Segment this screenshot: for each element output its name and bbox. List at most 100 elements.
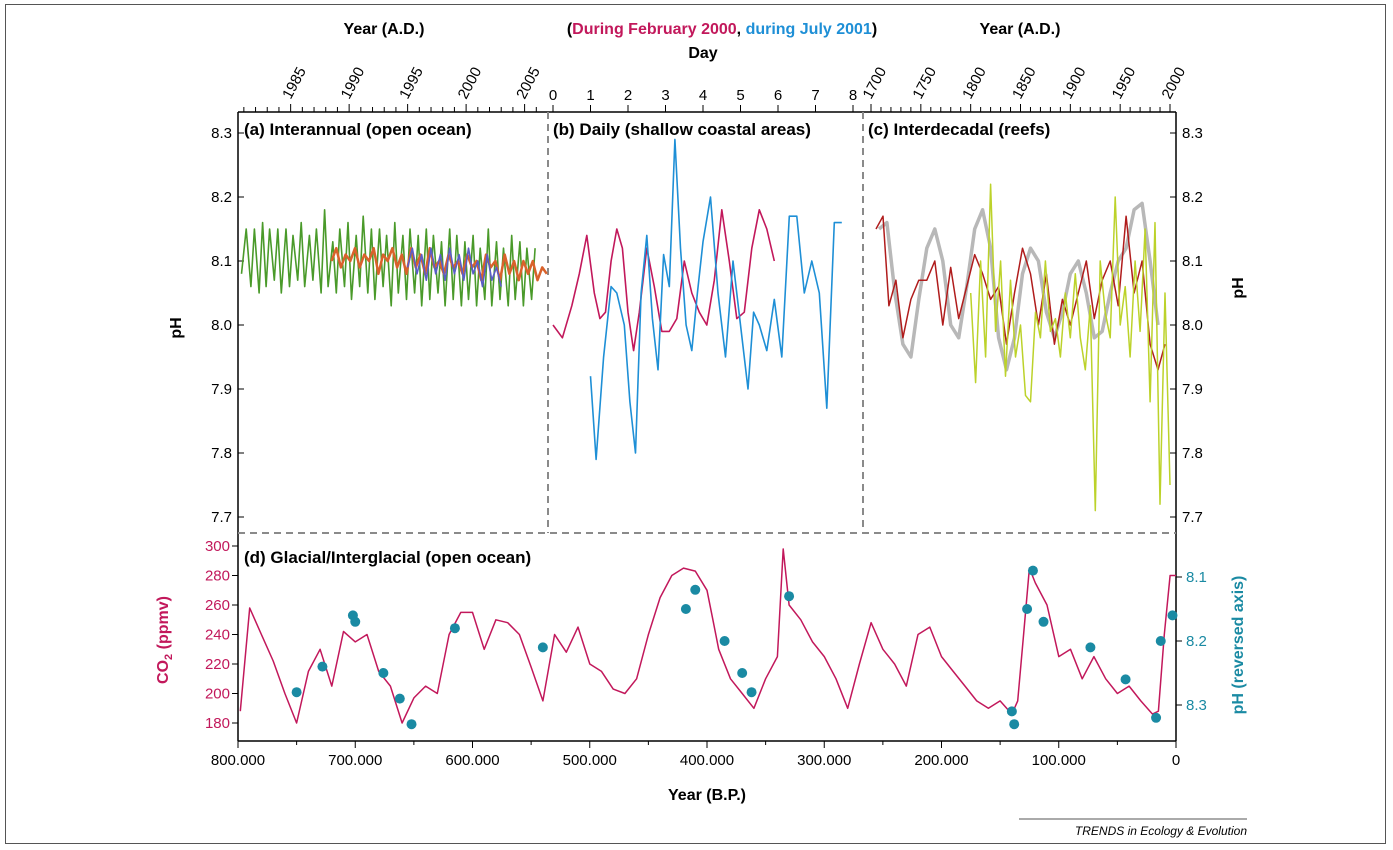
day-tick-label: 3 <box>661 87 669 104</box>
ph-point <box>1120 674 1131 685</box>
ph-point <box>1085 642 1096 653</box>
year-bp-tick-label: 600.000 <box>445 752 499 769</box>
day-tick-label: 4 <box>699 87 707 104</box>
ph-right-tick-label: 7.7 <box>1182 509 1203 526</box>
ph-point <box>406 719 417 730</box>
day-tick-label: 1 <box>586 87 594 104</box>
panel-b-series-magenta <box>552 209 776 352</box>
year-c-tick-label: 1900 <box>1059 64 1090 101</box>
series-legend-title: (During February 2000, during July 2001) <box>567 21 877 38</box>
ph-rev-tick-label: 8.2 <box>1186 633 1207 650</box>
ph-point <box>719 636 730 646</box>
day-tick-label: 7 <box>811 87 819 104</box>
day-axis-title: Day <box>688 45 717 62</box>
year-ad-right-title: Year (A.D.) <box>980 21 1061 38</box>
year-bp-tick-label: 200.000 <box>914 752 968 769</box>
ph-reversed-axis-title: pH (reversed axis) <box>1230 576 1247 715</box>
ph-point <box>1151 712 1162 723</box>
ph-point <box>746 687 757 698</box>
ph-point <box>690 584 701 595</box>
ph-left-tick-label: 7.9 <box>211 381 232 398</box>
panel-b-series-blue <box>589 138 842 461</box>
ph-left-tick-label: 7.8 <box>211 445 232 462</box>
panel-c-title: (c) Interdecadal (reefs) <box>868 120 1050 139</box>
year-bp-tick-label: 100.000 <box>1032 752 1086 769</box>
plots-layer: 8.3 8.3 8.2 8.2 8.1 8.1 8.0 8.0 7.9 7.9 7.8 7.8 7.7 7… <box>205 64 1207 769</box>
year-a-tick-label: 1985 <box>279 64 310 101</box>
year-c-tick-label: 1850 <box>1009 64 1040 101</box>
ph-point <box>350 616 361 627</box>
panel-c-series-darkred <box>875 215 1166 371</box>
ph-point <box>1038 616 1049 627</box>
ph-point <box>378 668 389 678</box>
panel-d-title: (d) Glacial/Interglacial (open ocean) <box>244 548 531 567</box>
year-bp-tick-label: 400.000 <box>680 752 734 769</box>
co2-tick-label: 260 <box>205 597 230 614</box>
ph-point <box>1027 565 1038 576</box>
ph-right-tick-label: 8.1 <box>1182 253 1203 270</box>
ph-right-tick-label: 7.8 <box>1182 445 1203 462</box>
co2-tick-label: 240 <box>205 627 230 644</box>
year-bp-tick-label: 800.000 <box>211 752 265 769</box>
co2-tick-label: 280 <box>205 568 230 585</box>
legend-paren-open: ( <box>567 21 573 38</box>
ph-rev-tick-label: 8.1 <box>1186 569 1207 586</box>
ph-point <box>317 661 328 672</box>
day-tick-label: 2 <box>624 87 632 104</box>
panel-a-title: (a) Interannual (open ocean) <box>244 120 472 139</box>
year-ad-left-title: Year (A.D.) <box>344 21 425 38</box>
figure-frame <box>5 4 1386 844</box>
day-tick-label: 6 <box>774 87 782 104</box>
ph-left-tick-label: 8.0 <box>211 317 232 334</box>
day-tick-label: 8 <box>849 87 857 104</box>
day-tick-label: 5 <box>736 87 744 104</box>
co2-tick-label: 300 <box>205 538 230 555</box>
ph-rev-tick-label: 8.3 <box>1186 697 1207 714</box>
year-c-tick-label: 1700 <box>860 64 891 101</box>
ph-point <box>680 604 691 614</box>
ph-point <box>449 623 460 634</box>
ph-point <box>737 668 748 678</box>
ph-point <box>1006 706 1017 717</box>
ph-left-tick-label: 8.1 <box>211 253 232 270</box>
year-c-tick-label: 1950 <box>1109 64 1140 101</box>
ph-point <box>1167 610 1178 621</box>
legend-comma: , <box>737 21 746 38</box>
legend-feb-label: During February 2000 <box>572 21 737 38</box>
ph-right-tick-label: 7.9 <box>1182 381 1203 398</box>
year-bp-tick-label: 700.000 <box>328 752 382 769</box>
year-bp-tick-label: 300.000 <box>797 752 851 769</box>
ph-point <box>537 642 548 653</box>
co2-axis-title: CO2 (ppmv) <box>155 596 175 684</box>
year-a-tick-label: 2000 <box>455 64 486 101</box>
co2-series <box>239 548 1176 724</box>
ph-point <box>394 693 405 704</box>
ph-left-tick-label: 7.7 <box>211 509 232 526</box>
ph-right-tick-label: 8.2 <box>1182 189 1203 206</box>
year-a-tick-label: 2005 <box>513 64 544 101</box>
year-bp-axis-title: Year (B.P.) <box>668 787 746 804</box>
co2-tick-label: 180 <box>205 715 230 732</box>
day-tick-label: 0 <box>549 87 557 104</box>
ph-right-tick-label: 8.0 <box>1182 317 1203 334</box>
ph-point <box>1022 604 1033 614</box>
year-a-tick-label: 1995 <box>396 64 427 101</box>
year-bp-tick-label: 500.000 <box>563 752 617 769</box>
year-c-tick-label: 1800 <box>959 64 990 101</box>
legend-jul-label: during July 2001 <box>746 21 872 38</box>
ph-point <box>784 591 795 602</box>
co2-tick-label: 220 <box>205 656 230 673</box>
ph-point <box>1009 719 1020 730</box>
ph-left-axis-title: pH <box>168 317 185 338</box>
credit-text: TRENDS in Ecology & Evolution <box>1075 824 1247 838</box>
panel-b-title: (b) Daily (shallow coastal areas) <box>553 120 811 139</box>
ph-point <box>1155 636 1166 646</box>
ph-point <box>291 687 302 698</box>
panel-a-series-purple <box>406 247 502 288</box>
panel-c-series-yellowgreen <box>969 183 1171 512</box>
year-a-tick-label: 1990 <box>338 64 369 101</box>
ph-left-tick-label: 8.2 <box>211 189 232 206</box>
ph-left-tick-label: 8.3 <box>211 125 232 142</box>
ph-right-axis-title: pH <box>1230 277 1247 298</box>
